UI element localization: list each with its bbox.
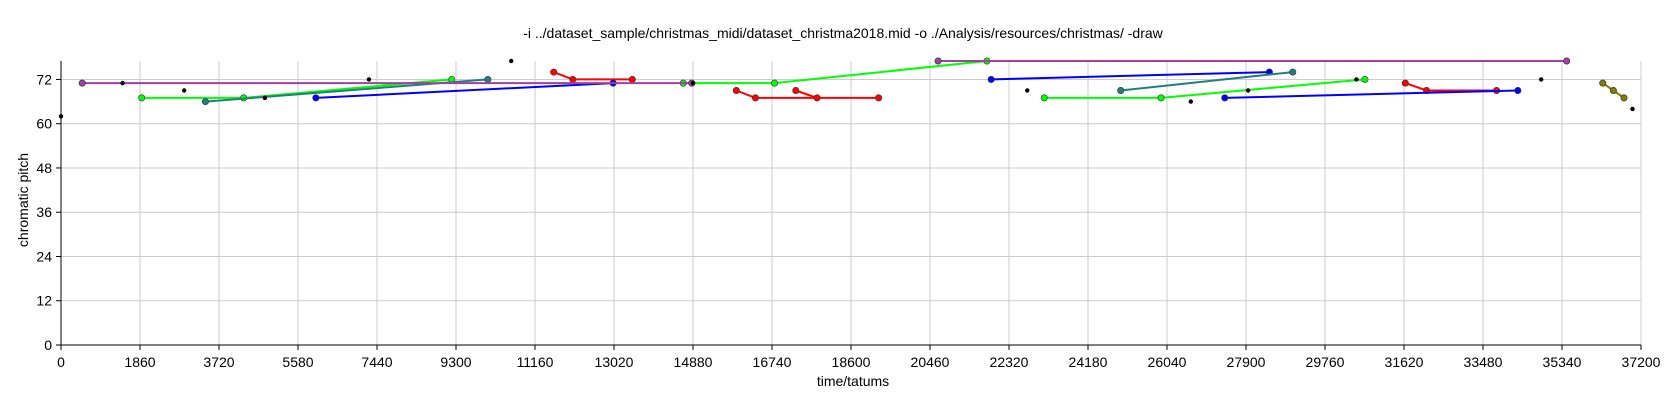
note-point [1361, 75, 1369, 83]
isolated-note-point [509, 58, 514, 64]
note-point [732, 87, 740, 95]
isolated-note-point [1245, 88, 1251, 93]
x-tick-label: 27900 [1227, 354, 1266, 370]
isolated-note-point [1188, 99, 1193, 104]
note-point [771, 79, 779, 87]
note-point [934, 57, 942, 65]
note-point [1157, 94, 1165, 102]
note-point [1609, 87, 1617, 95]
note-point [1117, 87, 1125, 95]
note-point [628, 75, 636, 83]
isolated-note-point [1354, 77, 1359, 82]
x-tick-label: 16740 [753, 354, 792, 370]
note-point [1289, 68, 1297, 76]
series-line [315, 82, 614, 99]
x-tick-label: 1860 [124, 354, 155, 370]
isolated-note-point [1538, 77, 1544, 82]
y-tick-label: 24 [36, 248, 52, 264]
isolated-note-point [58, 114, 64, 119]
y-tick-label: 12 [36, 293, 52, 309]
isolated-note-point [262, 95, 268, 101]
x-tick-label: 37200 [1622, 354, 1661, 370]
note-point [1620, 94, 1628, 102]
x-axis-label: time/tatums [817, 373, 889, 389]
note-point [1599, 79, 1607, 87]
x-tick-label: 31620 [1385, 354, 1424, 370]
note-point [1040, 94, 1048, 102]
y-tick-label: 36 [36, 204, 52, 220]
isolated-notes [58, 58, 1635, 119]
series-line [553, 71, 633, 81]
series-line [795, 89, 818, 99]
x-tick-label: 29760 [1306, 354, 1345, 370]
note-point [569, 75, 577, 83]
y-tick-label: 48 [36, 160, 52, 176]
isolated-note-point [1025, 88, 1030, 93]
x-tick-label: 14880 [674, 354, 713, 370]
note-point [875, 94, 883, 102]
y-tick-label: 0 [44, 337, 52, 353]
y-axis-ticks: 0 12 24 36 48 60 72 [36, 71, 61, 353]
note-point [484, 75, 492, 83]
isolated-note-point [366, 77, 372, 82]
note-point [1563, 57, 1571, 65]
x-tick-label: 26040 [1148, 354, 1187, 370]
note-point [201, 98, 209, 106]
x-tick-label: 9300 [440, 354, 471, 370]
x-tick-label: 3720 [203, 354, 234, 370]
x-tick-label: 22320 [990, 354, 1029, 370]
note-point [792, 87, 800, 95]
note-point [312, 94, 320, 102]
x-tick-label: 0 [57, 354, 65, 370]
chart-title: -i ../dataset_sample/christmas_midi/data… [523, 25, 1163, 41]
series-line [1224, 89, 1518, 99]
x-tick-label: 13020 [595, 354, 634, 370]
note-point [78, 79, 86, 87]
isolated-note-point [690, 80, 696, 86]
series-line [1120, 71, 1293, 92]
series-line [991, 71, 1270, 81]
x-tick-label: 20460 [911, 354, 950, 370]
x-tick-label: 18600 [832, 354, 871, 370]
x-tick-label: 35340 [1543, 354, 1582, 370]
note-point [1221, 94, 1229, 102]
x-tick-label: 33480 [1464, 354, 1503, 370]
x-tick-label: 24180 [1069, 354, 1108, 370]
y-axis-label: chromatic pitch [15, 153, 31, 247]
note-point [1514, 87, 1522, 95]
isolated-note-point [1630, 106, 1635, 112]
y-tick-label: 60 [36, 116, 52, 132]
note-point [987, 75, 995, 83]
x-axis-ticks: 0 1860 3720 5580 7440 9300 11160 13020 14880 1674… [57, 345, 1661, 370]
note-series [78, 57, 1628, 106]
note-point [138, 94, 146, 102]
isolated-note-point [120, 80, 125, 86]
note-point [1401, 79, 1409, 87]
isolated-note-point [181, 88, 187, 93]
note-point [813, 94, 821, 102]
note-point [550, 68, 558, 76]
grid-lines [61, 61, 1642, 345]
x-tick-label: 7440 [361, 354, 392, 370]
y-tick-label: 72 [36, 71, 52, 87]
x-tick-label: 11160 [517, 354, 554, 370]
x-tick-label: 5580 [282, 354, 313, 370]
note-point [751, 94, 759, 102]
